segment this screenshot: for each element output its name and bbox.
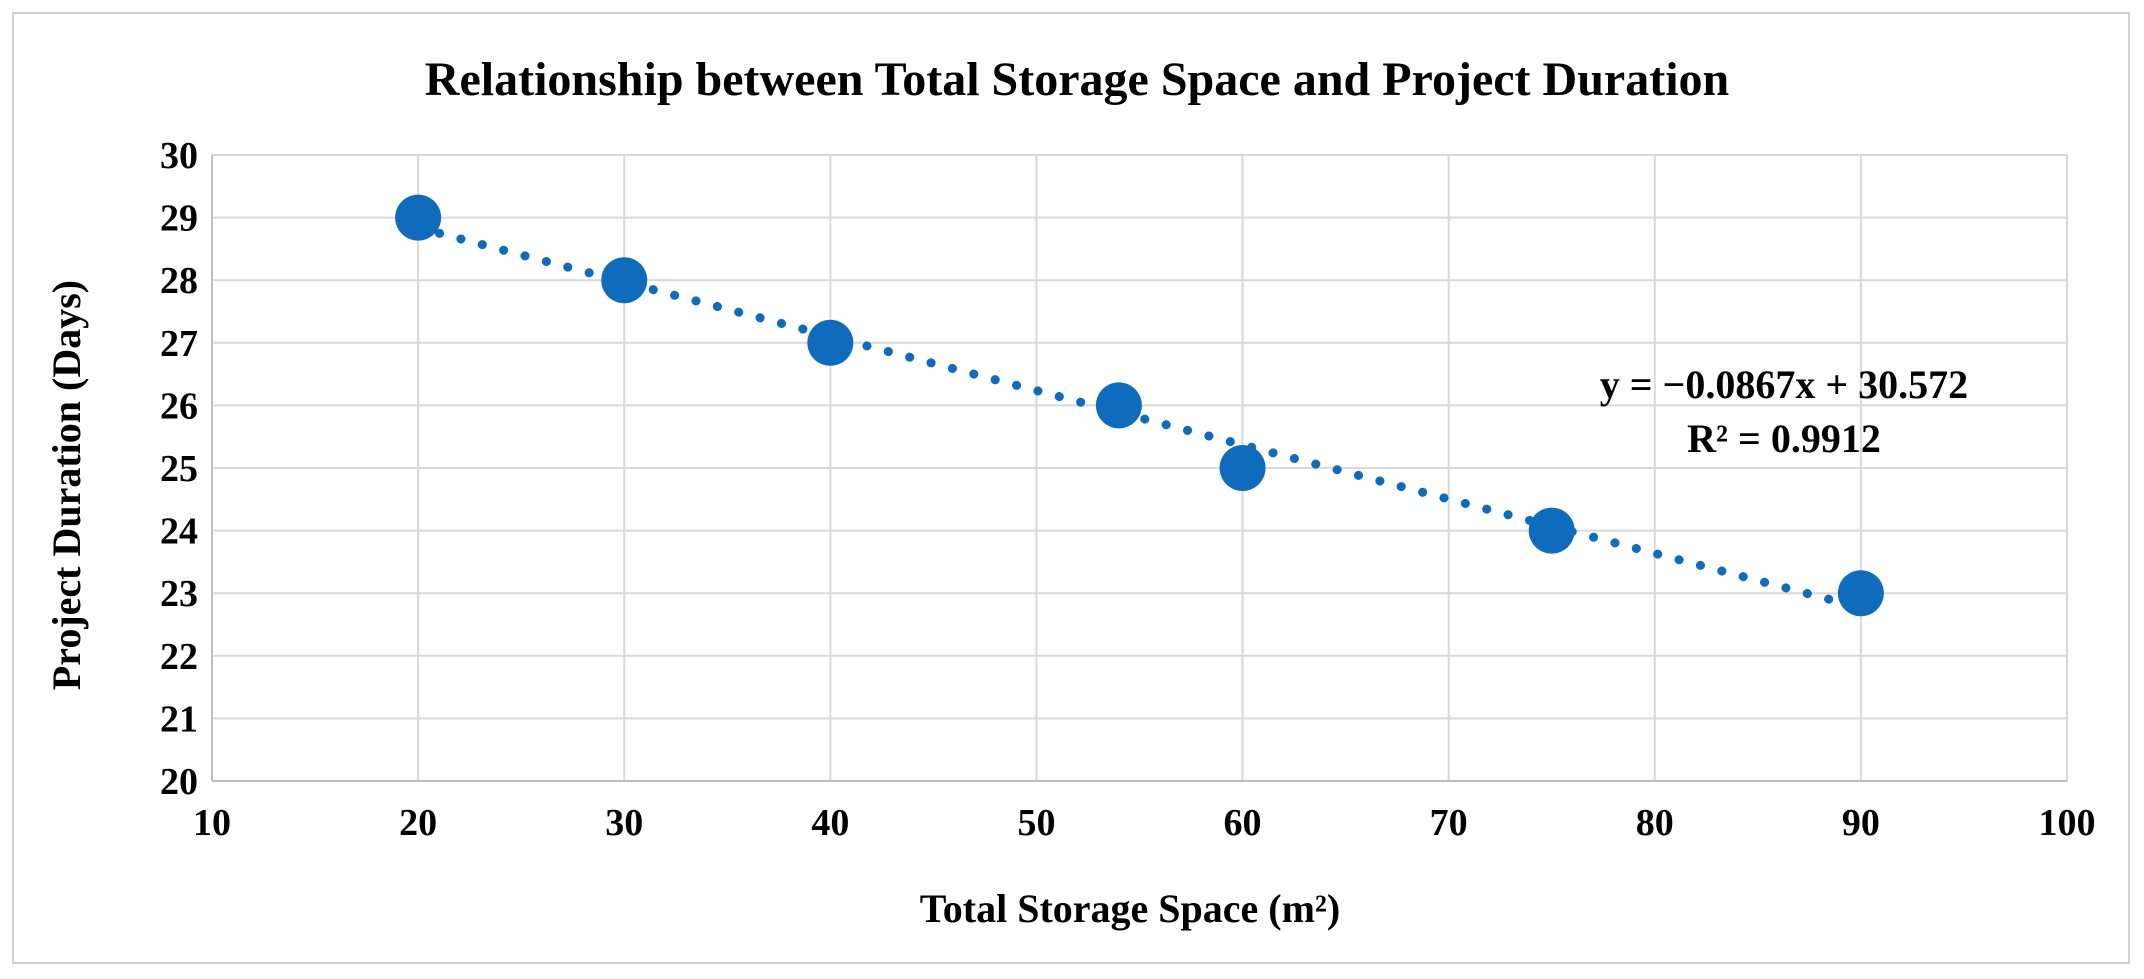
x-tick-label: 70 bbox=[1430, 802, 1468, 844]
y-tick-label: 21 bbox=[160, 698, 198, 740]
data-points bbox=[395, 194, 1884, 617]
x-tick-label: 60 bbox=[1224, 802, 1262, 844]
chart-frame bbox=[12, 12, 2130, 964]
data-point bbox=[1219, 445, 1266, 491]
y-tick-label: 22 bbox=[160, 636, 198, 678]
axes bbox=[211, 155, 2067, 782]
data-point bbox=[1837, 570, 1884, 617]
y-axis-tick-labels: 20 21 22 23 24 25 26 27 28 29 30 bbox=[160, 135, 198, 803]
data-point bbox=[601, 257, 648, 304]
x-tick-label: 20 bbox=[399, 802, 437, 844]
x-tick-label: 50 bbox=[1017, 802, 1055, 844]
y-tick-label: 24 bbox=[160, 511, 198, 553]
chart-title: Relationship between Total Storage Space… bbox=[425, 53, 1729, 106]
y-tick-label: 20 bbox=[160, 761, 198, 803]
data-point bbox=[807, 319, 854, 366]
y-tick-label: 28 bbox=[160, 260, 198, 302]
x-axis-title: Total Storage Space (m²) bbox=[920, 886, 1340, 931]
x-tick-label: 40 bbox=[811, 802, 849, 844]
x-tick-label: 30 bbox=[605, 802, 643, 844]
y-tick-label: 29 bbox=[160, 198, 198, 240]
data-point bbox=[1528, 507, 1575, 554]
x-tick-label: 80 bbox=[1636, 802, 1674, 844]
x-tick-label: 90 bbox=[1842, 802, 1880, 844]
data-point bbox=[395, 194, 442, 241]
x-axis-tick-labels: 10 20 30 40 50 60 70 80 90 100 bbox=[193, 802, 2096, 844]
data-point bbox=[1095, 382, 1142, 429]
trendline-r-squared: R² = 0.9912 bbox=[1687, 416, 1881, 461]
y-tick-label: 25 bbox=[160, 448, 198, 490]
y-tick-label: 23 bbox=[160, 573, 198, 615]
trendline-equation: y = −0.0867x + 30.572 bbox=[1600, 362, 1968, 407]
x-tick-label: 100 bbox=[2039, 802, 2096, 844]
y-tick-label: 27 bbox=[160, 323, 198, 365]
y-axis-title: Project Duration (Days) bbox=[44, 280, 89, 690]
y-tick-label: 30 bbox=[160, 135, 198, 177]
x-tick-label: 10 bbox=[193, 802, 231, 844]
y-tick-label: 26 bbox=[160, 385, 198, 427]
grid-lines bbox=[211, 154, 2068, 782]
